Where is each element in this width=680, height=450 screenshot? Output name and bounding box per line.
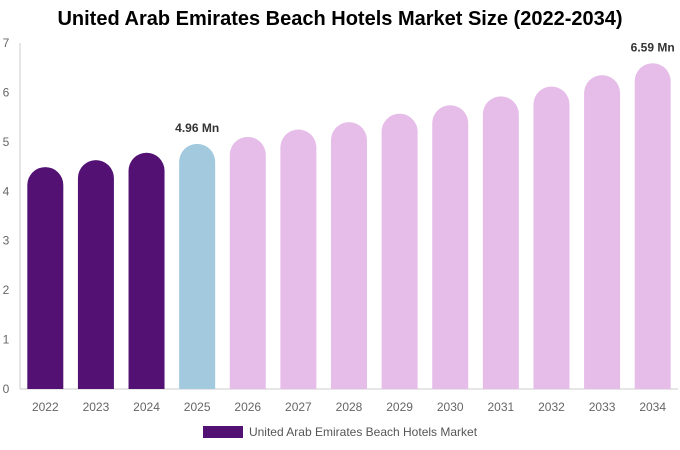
y-tick-label: 0 — [3, 382, 10, 396]
y-tick-label: 7 — [3, 36, 10, 50]
x-tick-label: 2032 — [538, 400, 565, 414]
x-tick-label: 2029 — [386, 400, 413, 414]
bar-2023 — [77, 160, 114, 389]
x-tick-label: 2023 — [83, 400, 110, 414]
y-tick-label: 5 — [3, 135, 10, 149]
bar-2024 — [128, 152, 165, 389]
bar-2034 — [634, 63, 671, 389]
legend: United Arab Emirates Beach Hotels Market — [0, 425, 680, 439]
x-tick-label: 2025 — [184, 400, 211, 414]
y-tick-label: 4 — [3, 184, 10, 198]
y-tick-label: 1 — [3, 333, 10, 347]
bar-2033 — [584, 75, 621, 389]
y-tick-label: 6 — [3, 85, 10, 99]
x-tick-label: 2031 — [487, 400, 514, 414]
y-tick-label: 3 — [3, 234, 10, 248]
x-tick-label: 2026 — [234, 400, 261, 414]
x-tick-label: 2024 — [133, 400, 160, 414]
x-tick-label: 2027 — [285, 400, 312, 414]
x-tick-label: 2030 — [437, 400, 464, 414]
x-tick-label: 2022 — [32, 400, 59, 414]
bar-2028 — [331, 122, 367, 390]
data-label-2025: 4.96 Mn — [175, 121, 219, 135]
x-tick-label: 2033 — [589, 400, 616, 414]
bar-chart: 0 1 2 3 4 5 6 7 2022 2023 2024 2025 2026 2027 2028 2029… — [3, 36, 678, 414]
y-tick-label: 2 — [3, 283, 10, 297]
bar-2030 — [432, 105, 469, 389]
x-tick-label: 2034 — [639, 400, 666, 414]
bar-2026 — [229, 136, 266, 389]
x-tick-label: 2028 — [336, 400, 363, 414]
legend-swatch — [202, 426, 243, 438]
bar-2027 — [280, 129, 317, 389]
data-label-2034: 6.59 Mn — [631, 40, 675, 54]
bar-2029 — [381, 113, 418, 389]
bar-2031 — [482, 96, 519, 389]
bar-2025 — [179, 143, 216, 389]
legend-label: United Arab Emirates Beach Hotels Market — [248, 425, 478, 439]
bar-2022 — [27, 167, 64, 389]
chart-title: United Arab Emirates Beach Hotels Market… — [57, 8, 623, 30]
bar-2032 — [533, 86, 570, 390]
